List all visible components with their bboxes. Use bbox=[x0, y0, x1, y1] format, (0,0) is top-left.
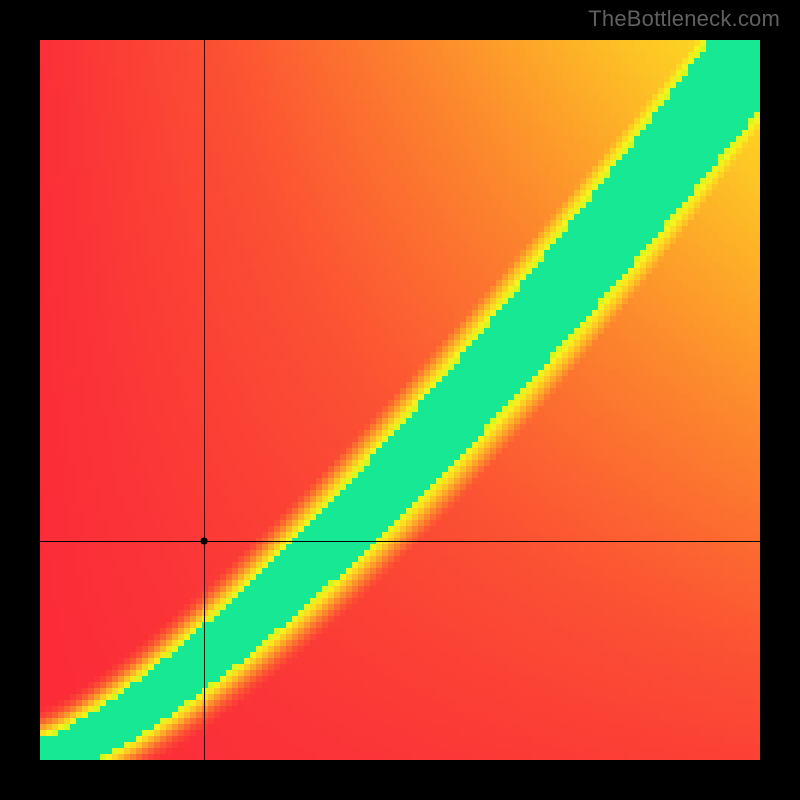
watermark-text: TheBottleneck.com bbox=[588, 6, 780, 32]
chart-container: TheBottleneck.com bbox=[0, 0, 800, 800]
bottleneck-heatmap bbox=[40, 40, 760, 760]
